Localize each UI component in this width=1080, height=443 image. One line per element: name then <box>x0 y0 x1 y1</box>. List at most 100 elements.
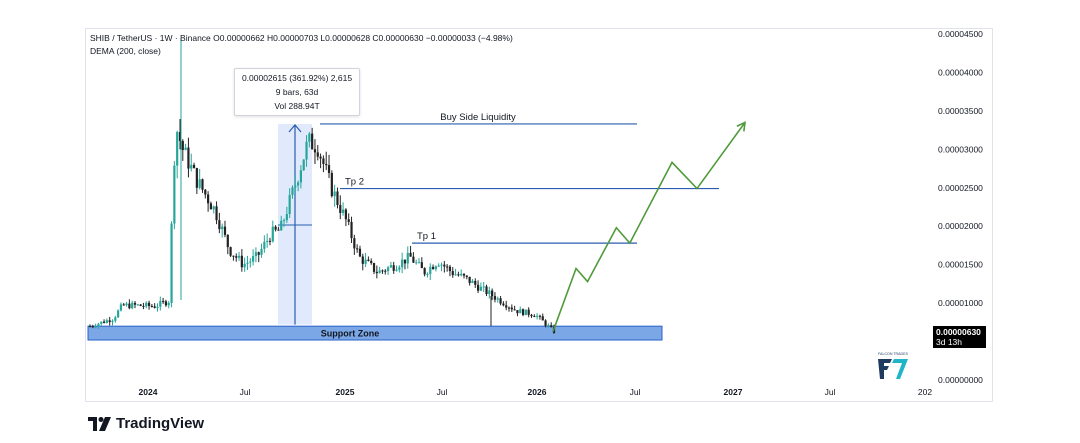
x-tick-label: 2026 <box>528 387 547 397</box>
candle-body <box>181 140 184 150</box>
projection-layer <box>552 121 746 332</box>
level-label-2: Tp 1 <box>417 231 436 242</box>
candle-body <box>499 298 502 304</box>
candle-body <box>327 165 331 173</box>
candle-body <box>246 262 249 264</box>
candle-body <box>142 305 145 307</box>
candle-body <box>207 194 210 204</box>
tradingview-logo[interactable]: TradingView <box>88 415 204 432</box>
candles-layer <box>88 38 556 334</box>
candle-body <box>367 259 370 261</box>
candle-body <box>215 206 218 221</box>
candle-body <box>91 326 94 328</box>
candle-body <box>128 303 131 309</box>
candle-body <box>204 189 207 195</box>
measure-bars: 9 bars, 63d <box>275 87 319 97</box>
candle-body <box>209 203 213 210</box>
candle-body <box>417 262 421 264</box>
candle-body <box>507 307 511 309</box>
candle-body <box>131 302 134 309</box>
candle-body <box>108 320 111 323</box>
candle-body <box>125 303 128 306</box>
measure-tooltip: 0.00002615 (361.92%) 2,615 9 bars, 63d V… <box>234 68 360 116</box>
candle-body <box>454 274 457 276</box>
candle-body <box>431 266 435 270</box>
candle-body <box>305 141 308 160</box>
candle-body <box>485 286 488 295</box>
candle-body <box>347 219 350 222</box>
level-label-0: Buy Side Liquidity <box>440 112 516 123</box>
candle-body <box>221 226 224 230</box>
candle-body <box>527 309 530 315</box>
candle-body <box>460 273 463 276</box>
candle-body <box>446 266 449 268</box>
candle-body <box>271 226 274 242</box>
candle-body <box>147 302 151 306</box>
y-tick-label: 0.00002500 <box>938 183 983 193</box>
x-tick-label: 2024 <box>139 387 158 397</box>
candle-body <box>493 296 497 300</box>
candle-body <box>190 164 193 169</box>
candle-body <box>136 304 139 306</box>
candle-body <box>443 264 446 267</box>
candle-body <box>254 252 258 257</box>
falcon-trades-wordmark: FALCON TRADES <box>878 352 908 356</box>
last-price-value: 0.00000630 <box>936 327 981 337</box>
candle-body <box>488 290 491 295</box>
candle-body <box>237 255 241 258</box>
candle-body <box>100 321 103 324</box>
last-price-tag: 0.00000630 3d 13h <box>933 326 986 348</box>
axes-layer: 0.00004500 0.00004000 0.00003500 0.00003000… <box>139 29 984 397</box>
candle-body <box>471 280 474 283</box>
candle-body <box>184 147 187 150</box>
y-tick-label: 0.00000000 <box>938 375 983 385</box>
candle-body <box>375 271 378 274</box>
candle-body <box>176 132 179 166</box>
candle-body <box>378 270 381 274</box>
candle-body <box>170 223 173 303</box>
candle-body <box>249 261 252 263</box>
candle-body <box>476 284 480 291</box>
candle-body <box>392 265 395 271</box>
candle-body <box>440 264 443 266</box>
candle-body <box>322 158 325 165</box>
candle-body <box>277 229 280 231</box>
candle-body <box>288 194 291 215</box>
candle-body <box>429 266 432 274</box>
candle-body <box>229 247 232 256</box>
candle-body <box>201 179 204 190</box>
support-zone-label: Support Zone <box>321 329 380 339</box>
candle-body <box>465 275 468 277</box>
candle-body <box>356 248 359 250</box>
measure-volume: Vol 288.94T <box>274 101 320 111</box>
candle-body <box>268 240 272 242</box>
candle-body <box>550 325 553 327</box>
candle-body <box>415 262 418 264</box>
candle-body <box>448 266 452 272</box>
level-lines-layer: Buy Side Liquidity Tp 2 Tp 1 <box>320 112 719 244</box>
candle-body <box>370 260 373 264</box>
candle-body <box>344 209 348 220</box>
candle-body <box>117 310 120 318</box>
x-tick-label: 202 <box>918 387 932 397</box>
candle-body <box>105 320 108 323</box>
candle-body <box>437 265 440 267</box>
candle-body <box>156 306 159 308</box>
candle-body <box>299 170 303 183</box>
candle-body <box>139 304 142 306</box>
candle-body <box>381 270 384 272</box>
projection-path <box>552 121 746 332</box>
support-zone-layer: Support Zone <box>87 325 663 341</box>
candle-body <box>296 182 300 186</box>
candle-body <box>263 241 266 249</box>
y-tick-label: 0.00001500 <box>938 260 983 270</box>
candle-body <box>313 149 317 153</box>
candle-body <box>252 256 255 262</box>
candle-body <box>119 304 123 311</box>
candle-body <box>474 280 477 285</box>
candle-body <box>409 252 412 257</box>
candle-body <box>260 248 263 255</box>
candle-body <box>164 301 168 306</box>
candle-body <box>339 205 342 213</box>
